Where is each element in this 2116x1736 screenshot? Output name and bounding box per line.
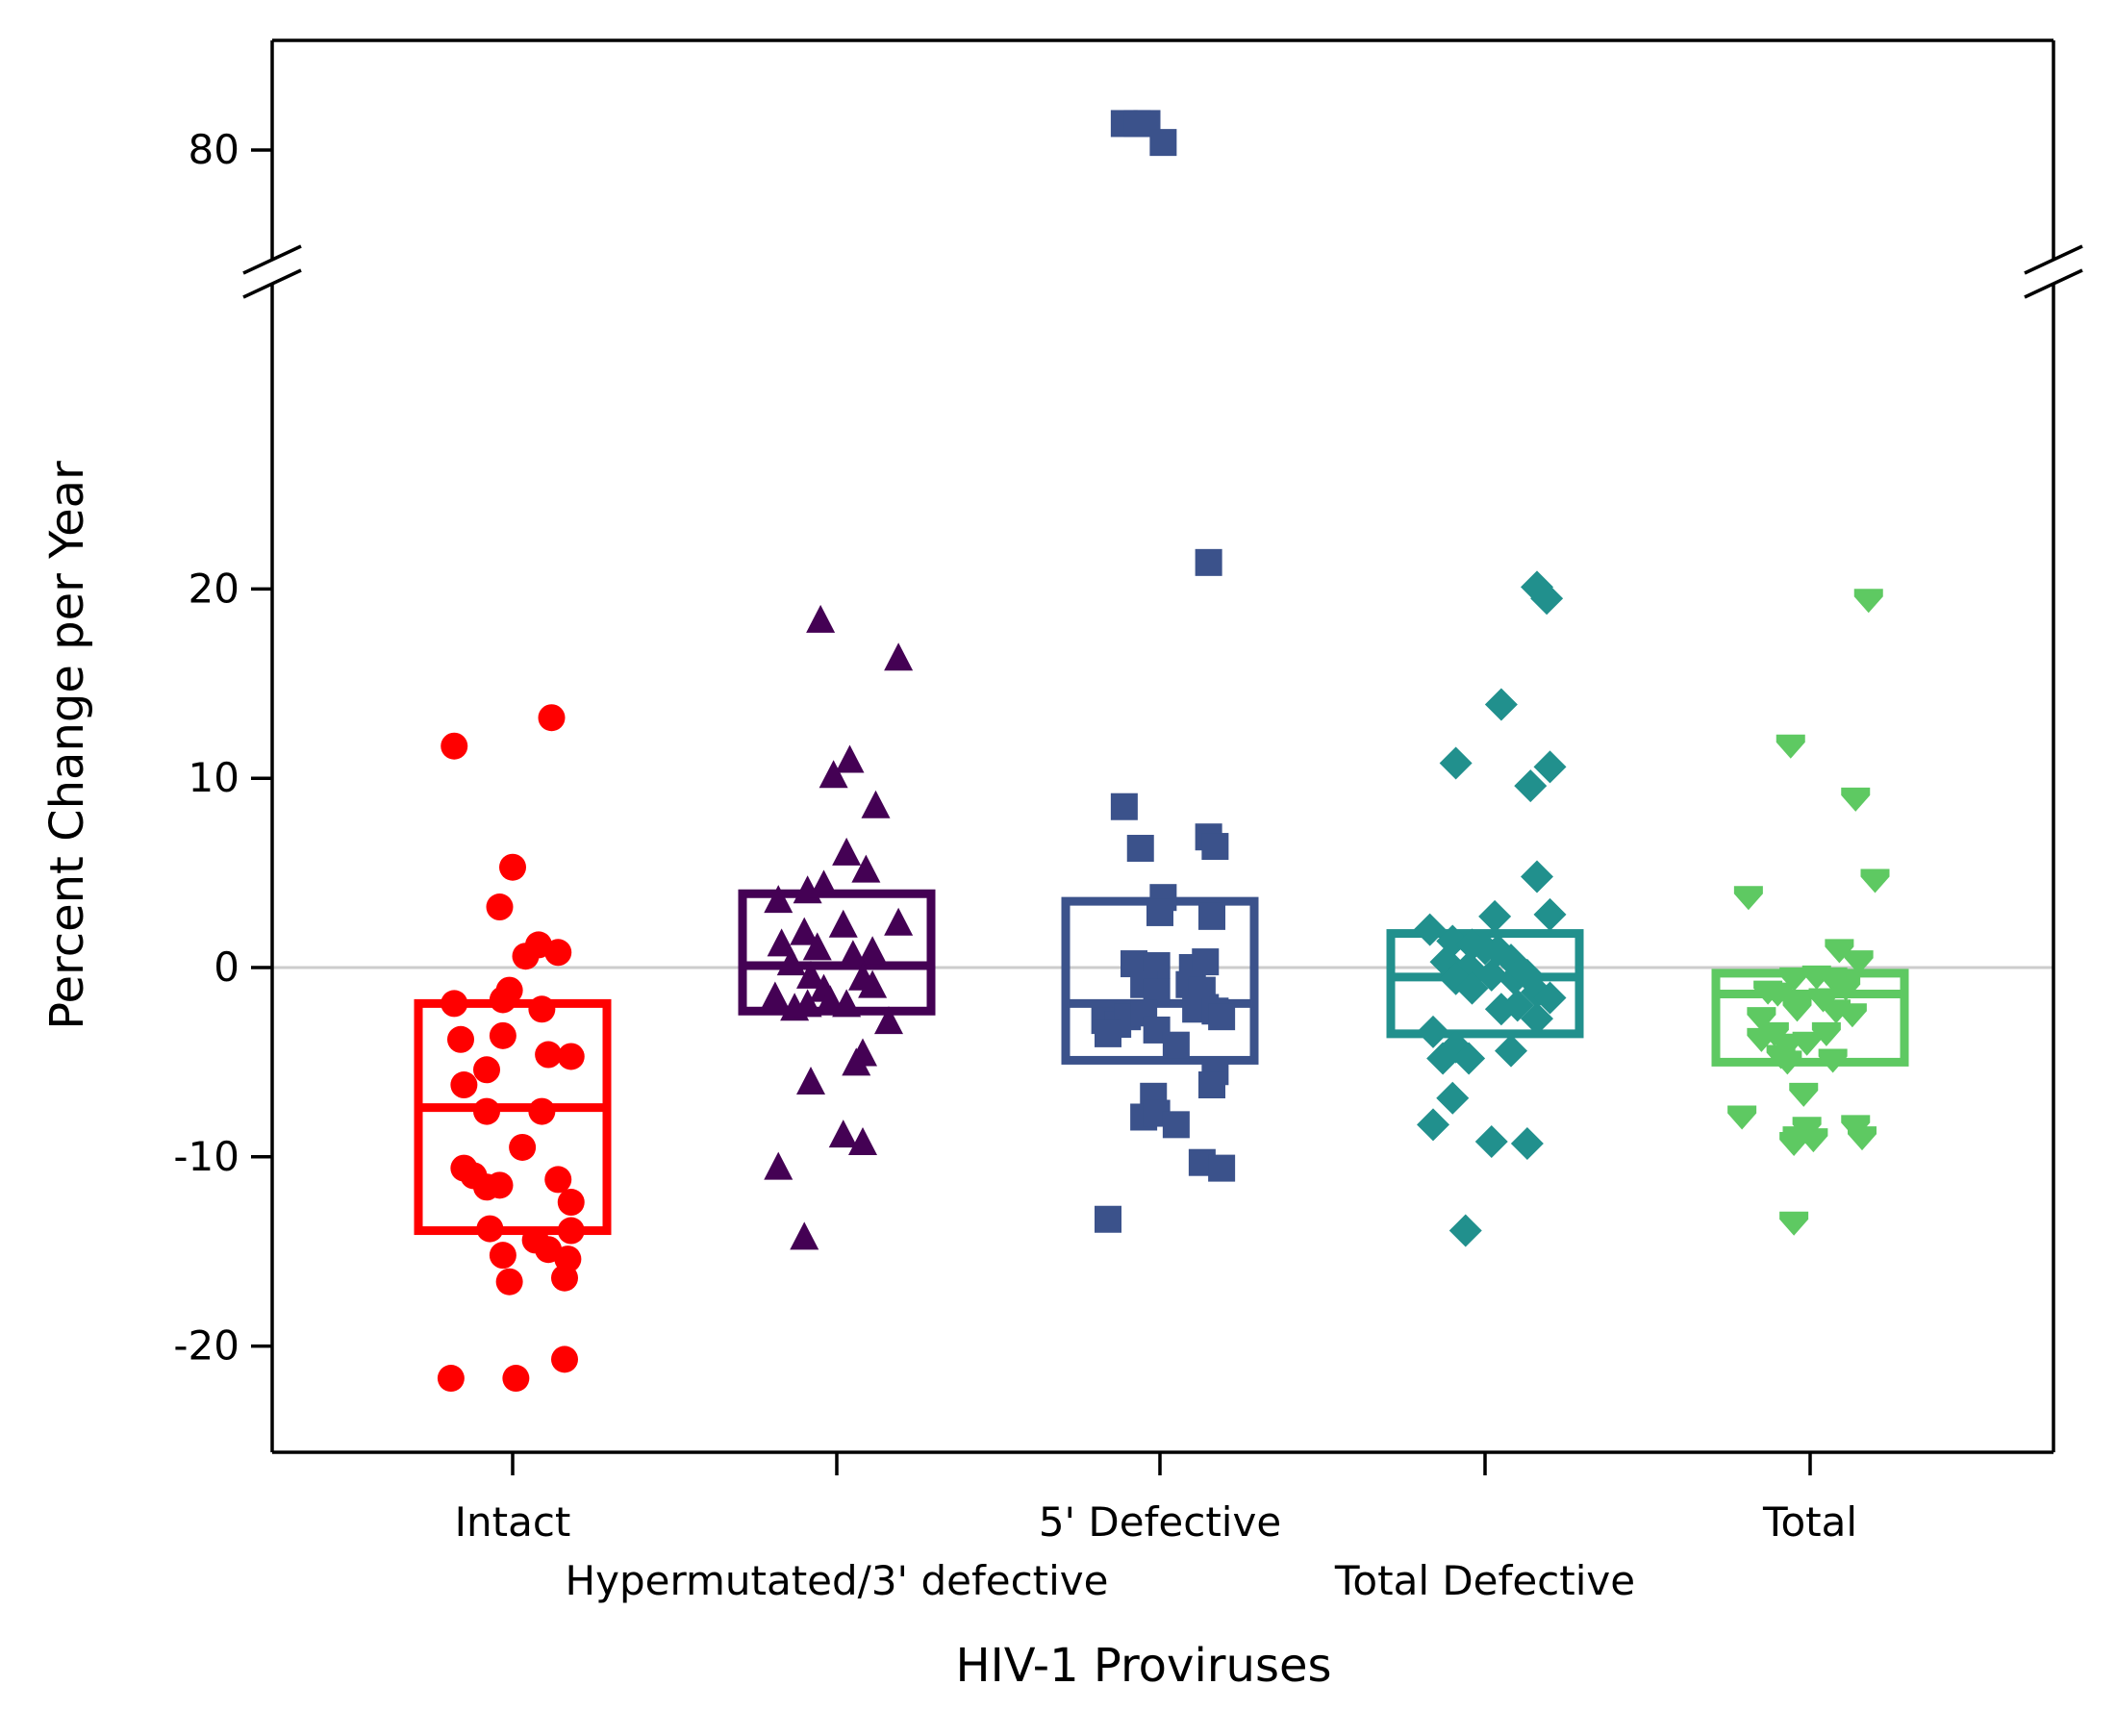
- y-tick-label--10: -10: [173, 1133, 239, 1180]
- point-0-17: [528, 1098, 555, 1125]
- point-2-5: [1196, 549, 1222, 576]
- point-2-32: [1198, 1071, 1225, 1098]
- y-tick-label-0: 0: [214, 943, 239, 991]
- y-axis-title: Percent Change per Year: [40, 461, 94, 1030]
- scatter-box-plot: 80 -20 -10 0 10 20 Intact Hypermutated/3' defe…: [0, 0, 2116, 1731]
- point-2-7: [1127, 835, 1154, 862]
- x-tick-label-1: Hypermutated/3' defective: [566, 1557, 1109, 1604]
- point-2-28: [1208, 1003, 1235, 1030]
- point-2-30: [1163, 1032, 1190, 1059]
- point-0-30: [490, 1242, 516, 1269]
- point-0-16: [473, 1056, 500, 1083]
- point-2-6: [1111, 793, 1138, 820]
- x-tick-label-4: Total: [1762, 1498, 1857, 1546]
- y-tick-label-20: 20: [189, 565, 239, 612]
- point-0-9: [490, 986, 516, 1013]
- point-0-22: [473, 1173, 500, 1200]
- point-0-15: [450, 1071, 477, 1098]
- point-0-3: [487, 893, 514, 920]
- point-0-23: [509, 1134, 536, 1161]
- point-0-36: [551, 1346, 578, 1372]
- point-0-11: [447, 1026, 474, 1053]
- point-0-34: [438, 1365, 465, 1392]
- point-2-11: [1146, 899, 1173, 926]
- x-tick-label-3: Total Defective: [1334, 1557, 1635, 1604]
- point-0-32: [496, 1269, 523, 1296]
- x-tick-label-2: 5' Defective: [1039, 1498, 1281, 1546]
- point-0-6: [513, 943, 540, 969]
- point-0-25: [558, 1189, 585, 1216]
- point-0-2: [499, 854, 526, 881]
- point-2-38: [1208, 1155, 1235, 1182]
- point-2-36: [1163, 1111, 1190, 1138]
- chart: 80 -20 -10 0 10 20 Intact Hypermutated/3' defe…: [0, 0, 2116, 1731]
- point-0-8: [441, 990, 467, 1017]
- point-0-10: [528, 995, 555, 1022]
- y-tick-label--20: -20: [173, 1322, 239, 1370]
- x-axis-title: HIV-1 Proviruses: [956, 1639, 1332, 1693]
- y-tick-label-80: 80: [189, 126, 239, 173]
- x-tick-label-0: Intact: [455, 1498, 571, 1546]
- y-tick-label-10: 10: [189, 754, 239, 801]
- point-0-5: [544, 939, 571, 966]
- point-2-3: [1149, 129, 1176, 156]
- point-0-12: [490, 1022, 516, 1049]
- point-0-24: [544, 1166, 571, 1193]
- point-0-18: [473, 1098, 500, 1125]
- point-0-29: [558, 1218, 585, 1245]
- point-2-12: [1198, 903, 1225, 930]
- point-0-0: [441, 733, 467, 760]
- point-0-1: [539, 704, 566, 731]
- point-0-33: [551, 1265, 578, 1292]
- point-0-14: [558, 1043, 585, 1069]
- point-0-35: [502, 1365, 529, 1392]
- point-2-29: [1095, 1020, 1121, 1047]
- point-2-39: [1095, 1206, 1121, 1233]
- point-0-26: [476, 1216, 503, 1243]
- point-2-9: [1201, 833, 1228, 860]
